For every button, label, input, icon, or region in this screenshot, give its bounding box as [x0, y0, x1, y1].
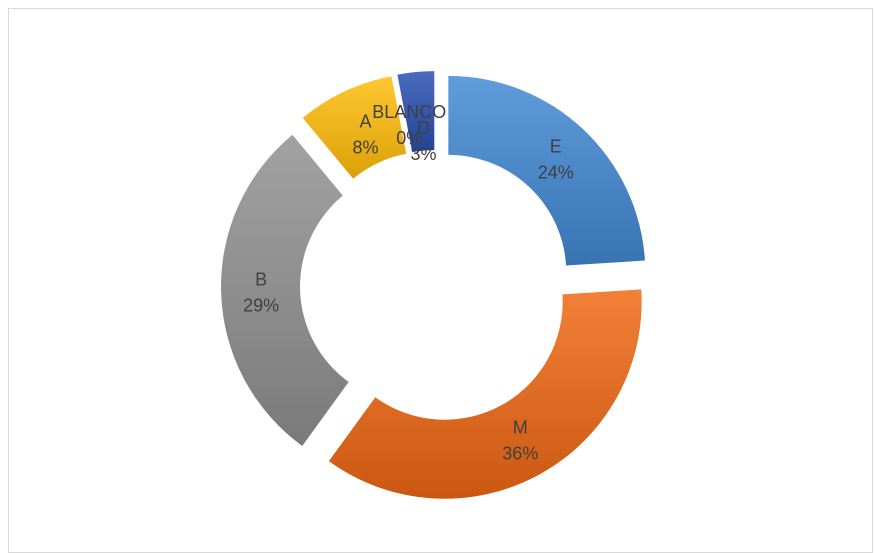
- slice-a: [302, 76, 407, 179]
- slice-label-category-b: B: [255, 269, 267, 289]
- slice-label-category-a: A: [359, 112, 371, 132]
- slice-label-category-d: D: [417, 118, 430, 138]
- slice-d: [397, 71, 435, 153]
- slice-label-percent-b: 29%: [243, 295, 279, 315]
- slice-label-percent-d: 3%: [411, 144, 437, 164]
- slice-label-percent-blanco: 0%: [396, 128, 422, 148]
- slice-b: [221, 134, 349, 446]
- slice-label-percent-a: 8%: [352, 138, 378, 158]
- slice-label-category-m: M: [513, 417, 528, 437]
- slice-label-percent-m: 36%: [502, 443, 538, 463]
- slice-e: [448, 75, 645, 266]
- labels-layer: E 24% M 36% B 29% A 8% BLANCO 0%D 3%: [243, 102, 574, 463]
- slice-label-percent-e: 24%: [538, 162, 574, 182]
- slice-label-category-blanco: BLANCO: [372, 102, 446, 122]
- slices-layer: [221, 71, 645, 499]
- slice-m: [328, 289, 642, 499]
- slice-label-category-e: E: [550, 136, 562, 156]
